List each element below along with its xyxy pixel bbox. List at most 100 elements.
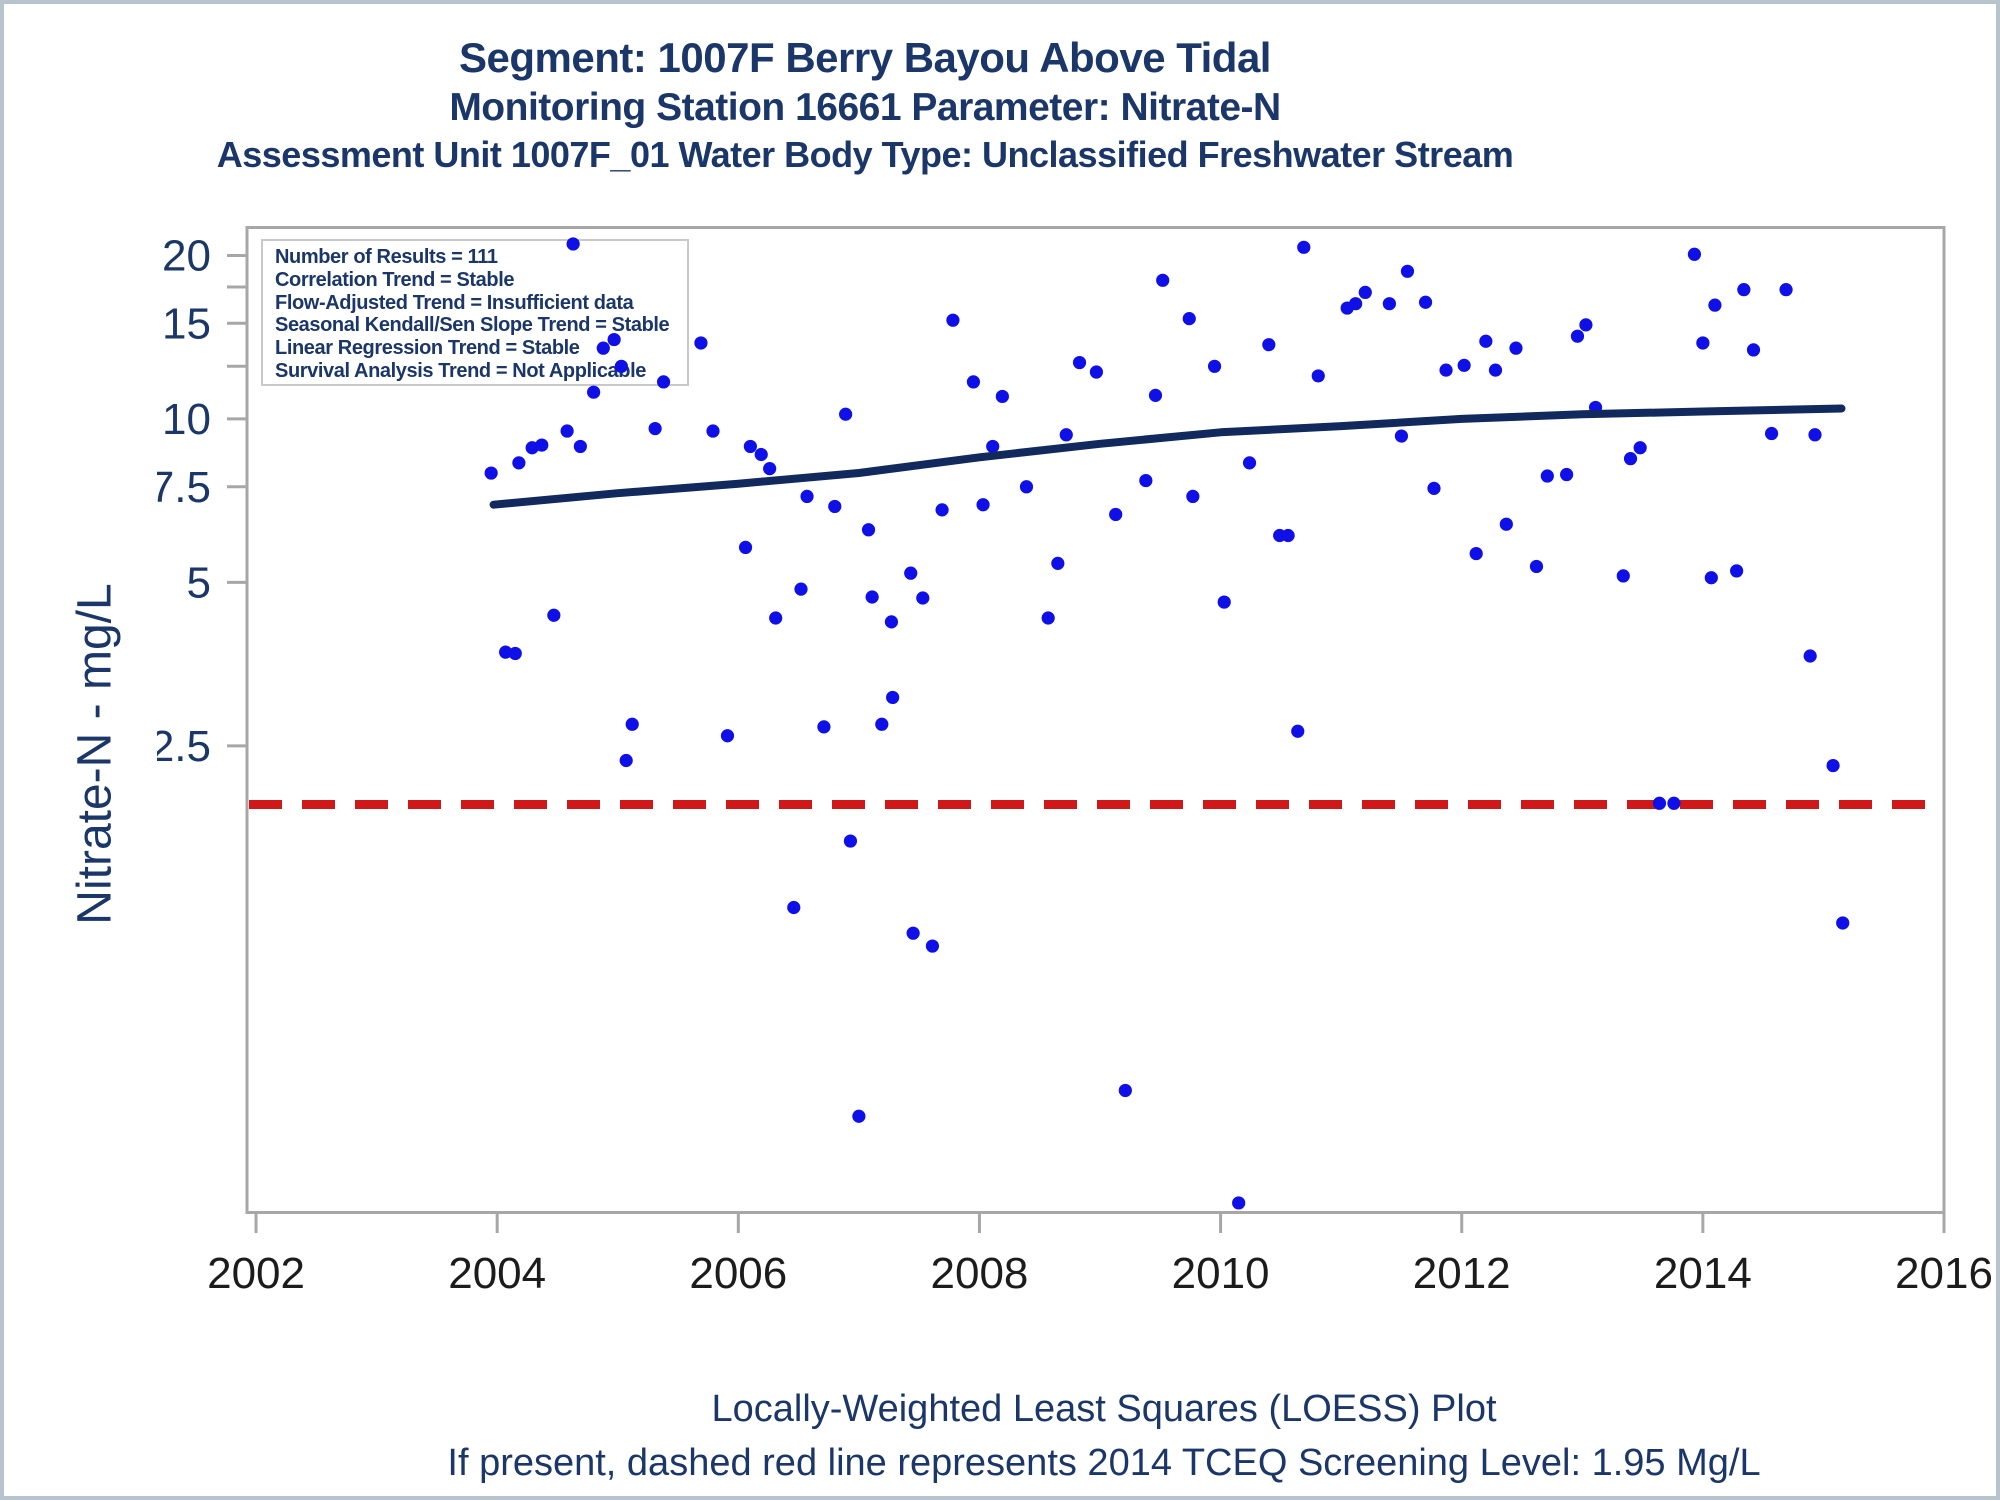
data-point xyxy=(1616,569,1630,583)
data-point xyxy=(843,834,858,848)
data-point xyxy=(1072,355,1087,370)
data-point xyxy=(1540,469,1554,483)
data-point xyxy=(1479,334,1493,348)
data-point xyxy=(794,582,808,596)
data-point xyxy=(1588,400,1603,415)
data-point xyxy=(1262,338,1276,352)
data-point xyxy=(1469,546,1483,561)
data-point xyxy=(886,690,900,705)
data-point xyxy=(800,489,814,504)
stat-number-of-results: Number of Results = 111 xyxy=(275,246,498,268)
y-tick-label: 2.5 xyxy=(157,722,211,771)
data-point xyxy=(1291,724,1305,738)
data-point xyxy=(904,566,918,580)
footer-caption-screening-level: If present, dashed red line represents 2… xyxy=(447,1442,1761,1484)
x-tick-label: 2012 xyxy=(1413,1249,1511,1298)
data-point xyxy=(916,591,930,605)
data-point xyxy=(1232,1196,1246,1210)
data-point xyxy=(1509,341,1523,355)
data-point xyxy=(508,646,522,661)
data-point xyxy=(1051,556,1065,570)
loess-trend-line xyxy=(489,404,1846,509)
x-tick-label: 2002 xyxy=(207,1249,305,1298)
data-point xyxy=(1696,336,1710,350)
plot-area: 20 15 10 7.5 5 2.5 2002 2004 2006 2008 2010 2012 201… xyxy=(157,226,1993,1298)
data-point xyxy=(1704,571,1718,585)
data-point xyxy=(875,717,889,731)
data-point xyxy=(966,375,981,389)
y-tick-label: 20 xyxy=(162,231,211,280)
data-point xyxy=(1808,428,1822,442)
data-point xyxy=(625,717,639,731)
chart-footer: Locally-Weighted Least Squares (LOESS) P… xyxy=(204,1382,1996,1490)
data-point xyxy=(706,424,720,438)
data-point xyxy=(1109,507,1123,522)
data-point xyxy=(1836,916,1850,930)
data-point xyxy=(925,939,940,953)
y-tick-label: 7.5 xyxy=(157,463,211,512)
data-point xyxy=(1652,796,1667,810)
data-point xyxy=(1579,318,1593,332)
data-point xyxy=(512,456,526,470)
data-point xyxy=(1708,298,1722,312)
data-point xyxy=(720,729,735,743)
data-point xyxy=(1570,329,1585,343)
data-point xyxy=(995,389,1009,404)
data-point xyxy=(906,926,920,940)
data-point xyxy=(738,540,753,555)
data-point xyxy=(1297,240,1311,254)
data-point xyxy=(694,336,708,350)
data-point xyxy=(839,407,853,421)
data-point xyxy=(1623,452,1638,466)
x-tick-label: 2008 xyxy=(931,1249,1029,1298)
data-point xyxy=(1186,489,1200,504)
footer-caption-loess: Locally-Weighted Least Squares (LOESS) P… xyxy=(711,1388,1497,1430)
data-point xyxy=(1400,264,1415,278)
data-point xyxy=(1826,758,1840,773)
data-point xyxy=(1217,595,1231,609)
data-point xyxy=(1382,297,1396,311)
stats-box: Number of Results = 111 Correlation Tren… xyxy=(261,239,689,386)
data-point xyxy=(573,439,587,454)
stat-correlation-trend: Correlation Trend = Stable xyxy=(275,268,515,291)
data-point xyxy=(1041,611,1055,625)
data-point xyxy=(852,1109,866,1123)
data-point xyxy=(535,438,549,452)
data-point xyxy=(1529,559,1544,574)
x-tick-label: 2004 xyxy=(448,1249,546,1298)
data-point xyxy=(1439,363,1453,377)
data-point xyxy=(1182,312,1196,326)
data-point xyxy=(763,462,777,476)
data-point xyxy=(1273,528,1287,543)
data-point xyxy=(1019,480,1034,494)
y-tick-label: 10 xyxy=(162,395,211,444)
data-point xyxy=(1499,517,1513,531)
data-point xyxy=(1488,363,1503,377)
data-point xyxy=(1156,273,1170,287)
stat-linear-regression: Linear Regression Trend = Stable xyxy=(275,337,580,360)
data-point xyxy=(828,499,842,514)
data-point xyxy=(976,498,990,512)
y-tick-label: 5 xyxy=(187,558,211,607)
data-point xyxy=(1737,283,1751,297)
data-point xyxy=(499,645,513,659)
chart-subtitle-assessment-unit: Assessment Unit 1007F_01 Water Body Type… xyxy=(216,134,1514,175)
chart-header: Segment: 1007F Berry Bayou Above Tidal M… xyxy=(4,32,1726,178)
x-tick-label: 2006 xyxy=(689,1249,787,1298)
data-point xyxy=(1059,428,1073,442)
data-point xyxy=(986,439,1000,454)
data-point xyxy=(1667,796,1681,810)
data-point xyxy=(560,424,574,438)
data-point xyxy=(619,753,633,768)
data-point xyxy=(769,611,783,625)
data-point xyxy=(865,590,879,604)
data-point xyxy=(1340,301,1354,315)
data-point xyxy=(1730,564,1744,578)
data-point xyxy=(1560,467,1574,482)
data-point xyxy=(817,720,831,734)
stat-seasonal-kendall: Seasonal Kendall/Sen Slope Trend = Stabl… xyxy=(275,314,670,337)
data-point xyxy=(1281,528,1295,543)
data-point xyxy=(754,447,768,462)
data-point xyxy=(1803,649,1817,663)
x-tick-label: 2016 xyxy=(1895,1249,1993,1298)
